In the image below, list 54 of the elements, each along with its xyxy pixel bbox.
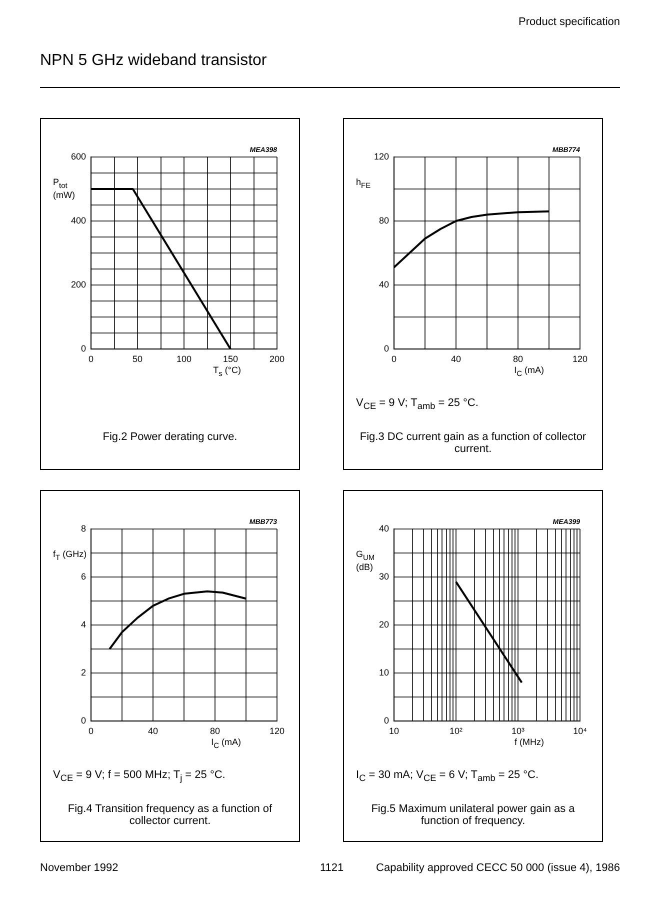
y-tick-label: 80 — [378, 215, 389, 226]
y-tick-label: 4 — [80, 619, 86, 630]
text: Product specification — [518, 16, 620, 28]
x-tick-label: 40 — [148, 726, 158, 736]
text: Fig.4 Transition frequency as a function of collector current. — [66, 803, 274, 827]
text: Fig.5 Maximum unilateral power gain as a function of frequency. — [370, 803, 576, 827]
x-tick-label: 200 — [269, 354, 285, 364]
text: V$_{CE}$ = 9 V; T$_{amb}$ = 25 °C. — [356, 397, 478, 412]
x-tick-label: 10⁴ — [573, 726, 588, 736]
x-axis-title: f (MHz) — [514, 737, 544, 747]
y-tick-label: 40 — [378, 523, 389, 534]
y-tick-label: 8 — [80, 523, 86, 534]
x-tick-label: 40 — [450, 354, 462, 364]
x-tick-label: 0 — [391, 354, 397, 364]
y-tick-label: 30 — [378, 571, 389, 582]
x-tick-label: 150 — [222, 354, 238, 364]
y-axis-title: h$_{FE}$ — [356, 177, 372, 190]
y-axis-title: f$_{T}$ (GHz) — [53, 549, 88, 562]
text: Fig.2 Power derating curve. — [102, 431, 238, 443]
x-tick-label: 10² — [449, 726, 463, 736]
y-axis-title: G$_{UM}$ (dB) — [356, 549, 376, 572]
x-tick-label: 80 — [512, 354, 524, 364]
y-tick-label: 0 — [384, 343, 389, 354]
x-tick-label: 120 — [572, 354, 588, 364]
text: Capability approved CECC 50 000 (issue 4), 1986 — [376, 862, 620, 874]
x-tick-label: 120 — [269, 726, 285, 736]
text: 1121 — [320, 862, 344, 874]
y-tick-label: 400 — [70, 215, 86, 226]
y-tick-label: 20 — [378, 619, 389, 630]
x-axis-title: T$_{s}$ (°C) — [213, 365, 241, 378]
x-tick-label: 10³ — [511, 726, 525, 736]
x-tick-label: 100 — [176, 354, 192, 364]
x-tick-label: 0 — [88, 354, 94, 364]
text: November 1992 — [40, 862, 118, 874]
y-tick-label: 6 — [80, 571, 86, 582]
text: NPN 5 GHz wideband transistor — [40, 52, 267, 70]
y-tick-label: 10 — [378, 667, 389, 678]
x-tick-label: 0 — [88, 726, 94, 736]
x-tick-label: 80 — [210, 726, 220, 736]
y-axis-title: P$_{tot}$ (mW) — [53, 177, 76, 200]
x-tick-label: 50 — [132, 354, 143, 364]
y-tick-label: 0 — [80, 715, 86, 726]
x-axis-title: I$_{C}$ (mA) — [514, 365, 544, 378]
y-tick-label: 2 — [80, 667, 86, 678]
y-tick-label: 600 — [70, 151, 86, 162]
y-tick-label: 120 — [374, 151, 389, 162]
text: I$_{C}$ = 30 mA; V$_{CE}$ = 6 V; T$_{amb}$ = 25 °C. — [356, 769, 539, 784]
y-tick-label: 200 — [70, 279, 86, 290]
y-tick-label: 0 — [80, 343, 86, 354]
text: Fig.3 DC current gain as a function of collector current. — [358, 431, 588, 455]
x-axis-title: I$_{C}$ (mA) — [211, 737, 241, 750]
text: V$_{CE}$ = 9 V; f = 500 MHz; T$_{j}$ = 25 °C. — [53, 769, 226, 784]
y-tick-label: 0 — [384, 715, 389, 726]
y-tick-label: 40 — [378, 279, 389, 290]
